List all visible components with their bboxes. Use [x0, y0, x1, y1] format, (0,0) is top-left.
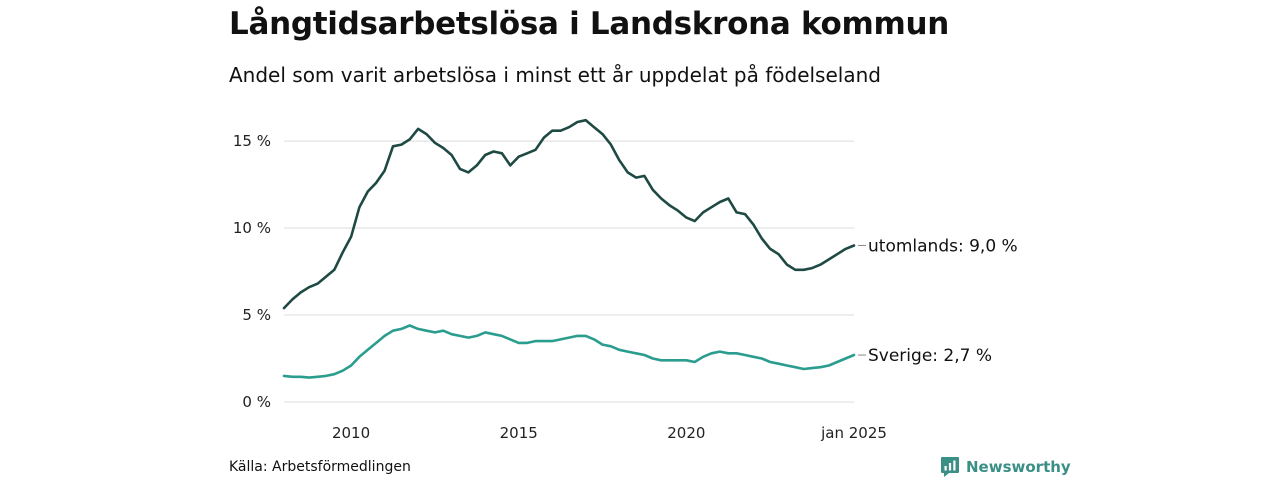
- grid-lines: [284, 140, 854, 403]
- series-lines: [282, 118, 856, 379]
- y-tick-label: 0 %: [242, 393, 271, 411]
- series-end-label: Sverige: 2,7 %: [868, 346, 992, 366]
- series-end-label: utomlands: 9,0 %: [868, 236, 1018, 256]
- brand-name: Newsworthy: [966, 458, 1071, 476]
- series-line-sverige: [282, 324, 856, 379]
- newsworthy-brand[interactable]: Newsworthy: [940, 456, 1071, 478]
- y-tick-label: 5 %: [242, 306, 271, 324]
- source-note: Källa: Arbetsförmedlingen: [229, 459, 411, 475]
- x-axis-ticks: 2010 2015 2020 jan 2025: [332, 424, 887, 442]
- x-tick-label: 2020: [667, 424, 705, 442]
- series-line-utomlands: [282, 118, 856, 310]
- x-tick-label: 2015: [500, 424, 538, 442]
- series-end-labels: utomlands: 9,0 % Sverige: 2,7 %: [858, 236, 1018, 366]
- x-tick-label: jan 2025: [820, 424, 887, 442]
- y-tick-label: 15 %: [233, 132, 271, 150]
- chart-subtitle: Andel som varit arbetslösa i minst ett å…: [229, 63, 881, 87]
- newsworthy-logo-icon: [941, 457, 959, 477]
- x-tick-label: 2010: [332, 424, 370, 442]
- chart-title: Långtidsarbetslösa i Landskrona kommun: [229, 6, 950, 42]
- y-axis-ticks: 0 % 5 % 10 % 15 %: [233, 132, 271, 411]
- y-tick-label: 10 %: [233, 219, 271, 237]
